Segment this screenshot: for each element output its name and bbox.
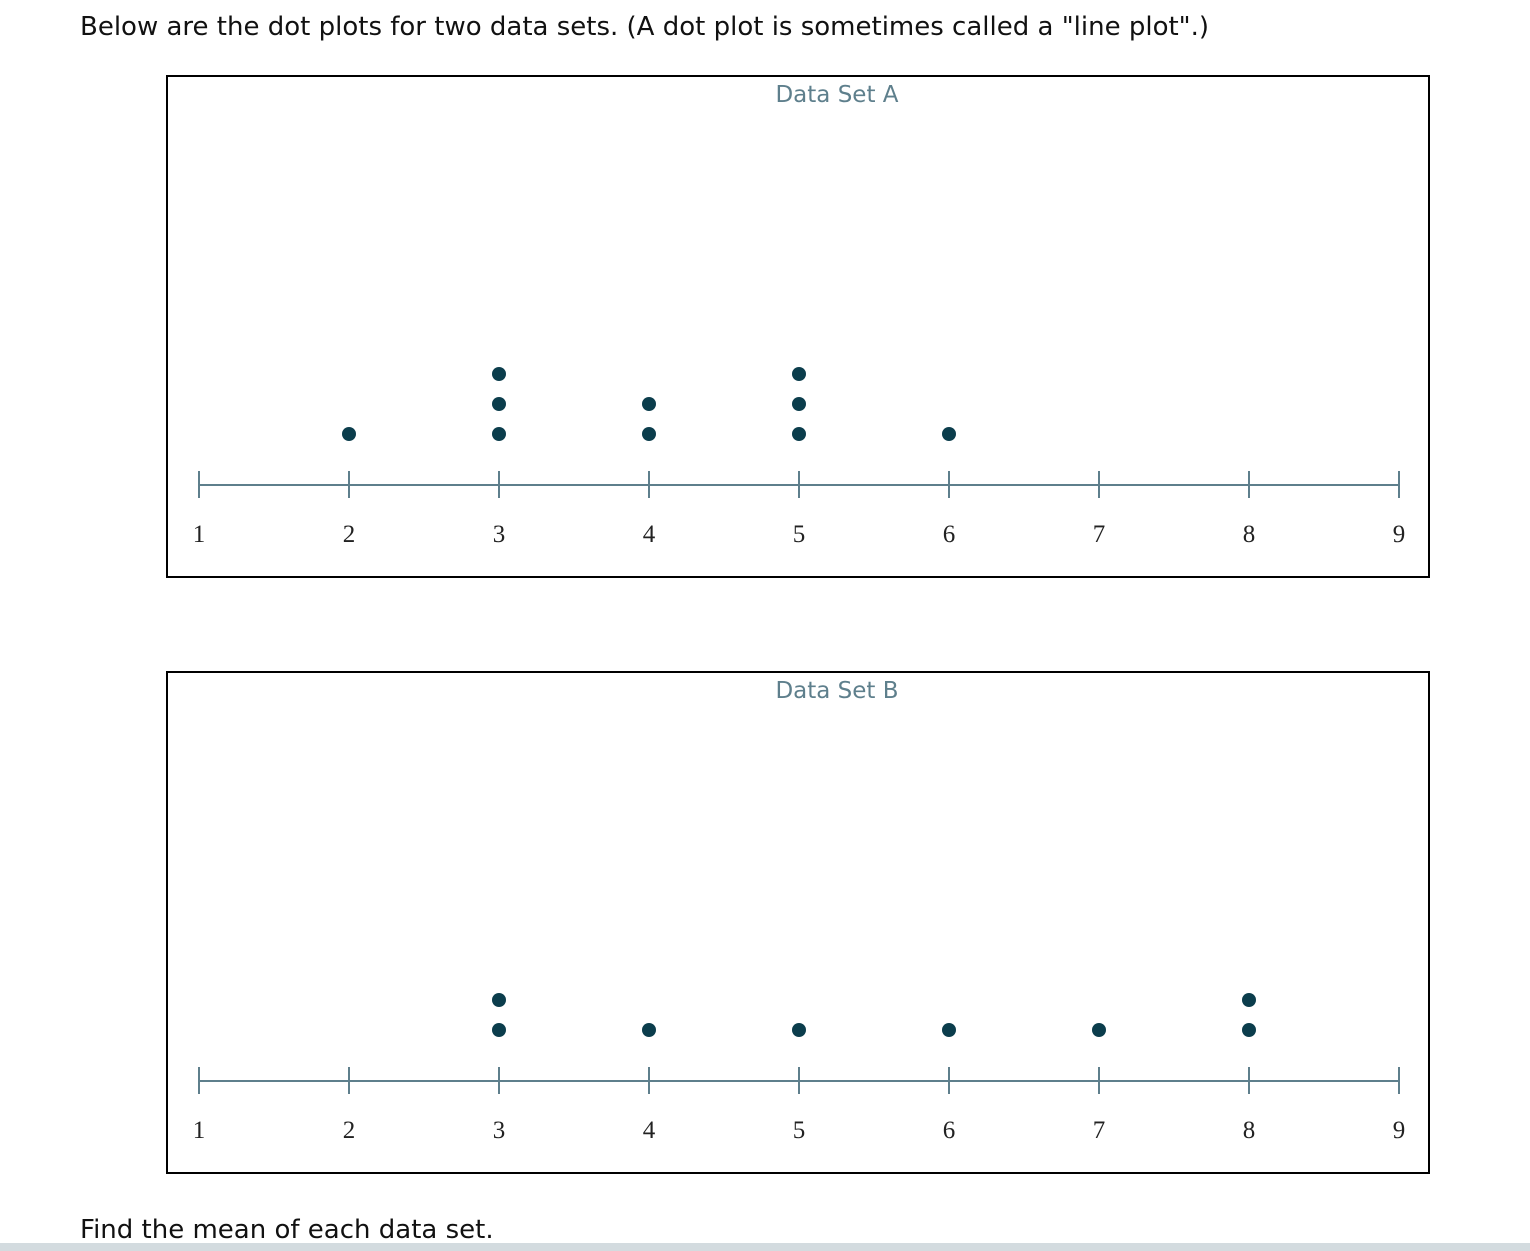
x-tick-label: 9 bbox=[1393, 1117, 1406, 1144]
x-tick-label: 8 bbox=[1243, 521, 1256, 548]
dot bbox=[792, 367, 806, 381]
x-tick-label: 6 bbox=[943, 521, 956, 548]
x-tick-label: 7 bbox=[1093, 1117, 1106, 1144]
x-tick-label: 9 bbox=[1393, 521, 1406, 548]
x-tick-label: 1 bbox=[193, 521, 206, 548]
chart-frame bbox=[166, 75, 1430, 578]
x-tick-label: 1 bbox=[193, 1117, 206, 1144]
x-tick-label: 7 bbox=[1093, 521, 1106, 548]
x-tick-label: 5 bbox=[793, 1117, 806, 1144]
dot bbox=[942, 1023, 956, 1037]
dot bbox=[492, 1023, 506, 1037]
dot bbox=[492, 427, 506, 441]
x-tick-label: 8 bbox=[1243, 1117, 1256, 1144]
x-tick-label: 2 bbox=[343, 521, 356, 548]
dot bbox=[792, 1023, 806, 1037]
x-tick-label: 2 bbox=[343, 1117, 356, 1144]
x-tick-label: 4 bbox=[643, 521, 656, 548]
question-text: Find the mean of each data set. bbox=[80, 1215, 494, 1245]
dot bbox=[1242, 993, 1256, 1007]
x-tick-label: 3 bbox=[493, 521, 506, 548]
x-tick-label: 3 bbox=[493, 1117, 506, 1144]
chart-title: Data Set B bbox=[775, 678, 898, 704]
x-tick-label: 5 bbox=[793, 521, 806, 548]
scroll-bar bbox=[0, 1243, 1530, 1251]
chart-frame bbox=[166, 671, 1430, 1174]
dot bbox=[792, 427, 806, 441]
dot bbox=[642, 427, 656, 441]
x-tick-label: 4 bbox=[643, 1117, 656, 1144]
intro-text: Below are the dot plots for two data set… bbox=[80, 12, 1209, 42]
dot bbox=[792, 397, 806, 411]
dot bbox=[492, 993, 506, 1007]
dot bbox=[492, 367, 506, 381]
dot bbox=[1242, 1023, 1256, 1037]
x-tick-label: 6 bbox=[943, 1117, 956, 1144]
dot bbox=[1092, 1023, 1106, 1037]
dot bbox=[342, 427, 356, 441]
dot bbox=[492, 397, 506, 411]
dot bbox=[942, 427, 956, 441]
chart-title: Data Set A bbox=[775, 82, 898, 108]
dot bbox=[642, 397, 656, 411]
dot bbox=[642, 1023, 656, 1037]
